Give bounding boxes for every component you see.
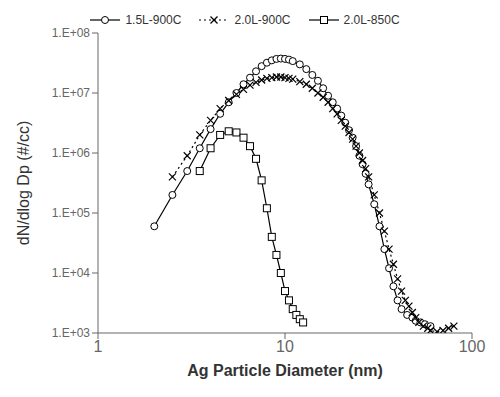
svg-text:1.E+05: 1.E+05 bbox=[52, 206, 91, 220]
html-text:1.5L-900C: 1.5L-900C bbox=[125, 13, 182, 27]
svg-text:100: 100 bbox=[459, 338, 486, 355]
svg-text:dN/dlog Dp (#/cc): dN/dlog Dp (#/cc) bbox=[15, 121, 32, 246]
svg-text:1.E+07: 1.E+07 bbox=[52, 86, 91, 100]
svg-text:Ag Particle Diameter (nm): Ag Particle Diameter (nm) bbox=[187, 362, 383, 379]
svg-text:1.E+04: 1.E+04 bbox=[52, 266, 91, 280]
svg-text:1.E+06: 1.E+06 bbox=[52, 146, 91, 160]
svg-text:1: 1 bbox=[94, 338, 103, 355]
svg-text:10: 10 bbox=[276, 338, 294, 355]
svg-text:1.E+08: 1.E+08 bbox=[52, 26, 91, 40]
html-text:2.0L-900C: 2.0L-900C bbox=[234, 13, 291, 27]
html-text:2.0L-850C: 2.0L-850C bbox=[343, 13, 400, 27]
svg-text:1.E+03: 1.E+03 bbox=[52, 326, 91, 340]
